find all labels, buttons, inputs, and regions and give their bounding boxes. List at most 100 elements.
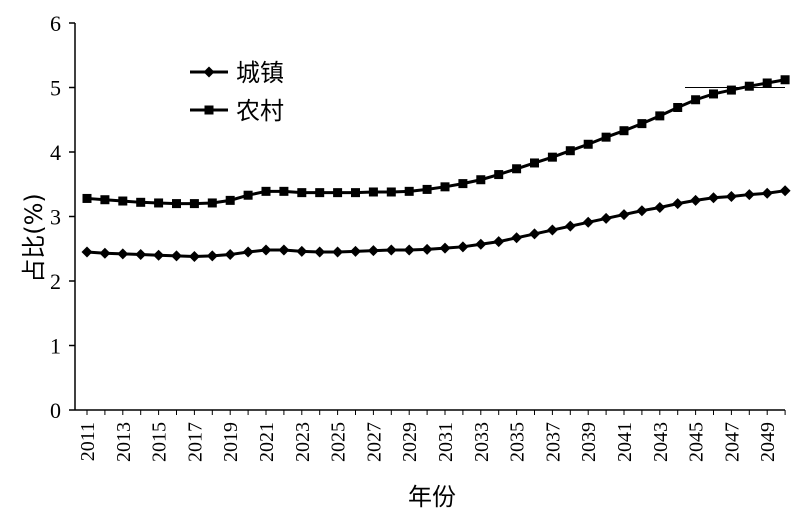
x-axis-ticks: 2011 2013 2015 2017 2019 2021 2023 2025 2027 2029… (77, 410, 786, 462)
legend-marker (203, 66, 215, 78)
series-line (86, 78, 786, 206)
x-tick-label: 2041 (614, 422, 636, 462)
diamond-marker (654, 201, 666, 213)
diamond-marker (81, 246, 93, 258)
square-marker (189, 199, 199, 209)
square-marker (780, 75, 790, 85)
square-marker (762, 78, 772, 88)
diamond-marker (457, 241, 469, 253)
diamond-marker (636, 205, 648, 217)
y-tick-label: 1 (50, 334, 61, 359)
x-tick-label: 2049 (757, 422, 779, 462)
diamond-marker (260, 244, 272, 256)
diamond-marker (296, 245, 308, 257)
square-marker (368, 187, 378, 197)
diamond-marker (421, 243, 433, 255)
diamond-marker (690, 194, 702, 206)
square-marker (619, 126, 629, 136)
diamond-marker (725, 191, 737, 203)
diamond-marker (224, 249, 236, 261)
diamond-marker (135, 249, 147, 261)
diamond-marker (332, 246, 344, 258)
square-marker (154, 198, 164, 208)
x-tick-label: 2011 (77, 422, 99, 461)
square-marker (100, 195, 110, 205)
x-axis-title: 年份 (408, 483, 456, 511)
x-tick-label: 2035 (507, 422, 529, 462)
diamond-marker (314, 246, 326, 258)
square-marker (458, 179, 468, 189)
diamond-marker (278, 244, 290, 256)
x-tick-label: 2023 (292, 422, 314, 462)
diamond-marker (350, 245, 361, 257)
square-marker (565, 146, 575, 156)
x-tick-label: 2039 (578, 422, 600, 462)
diamond-marker (743, 189, 755, 201)
square-marker (512, 164, 522, 174)
diamond-marker (582, 216, 594, 228)
square-marker (655, 111, 665, 121)
square-marker (583, 139, 593, 149)
square-marker (547, 152, 557, 162)
legend-marker (204, 105, 214, 115)
diamond-marker (385, 244, 397, 256)
diamond-marker (475, 238, 487, 250)
axes (74, 23, 785, 411)
square-marker (476, 175, 486, 185)
x-tick-label: 2019 (220, 422, 242, 462)
square-marker (118, 196, 128, 206)
diamond-marker (439, 242, 451, 254)
diamond-marker (564, 220, 576, 232)
x-tick-label: 2029 (399, 422, 421, 462)
series-line (86, 189, 786, 258)
square-marker (243, 190, 253, 200)
y-tick-label: 0 (50, 398, 61, 423)
diamond-marker (242, 246, 254, 258)
square-marker (279, 186, 289, 196)
series-urban (81, 185, 791, 262)
legend-item: 农村 (190, 97, 284, 125)
diamond-marker (708, 192, 719, 204)
x-tick-label: 2013 (113, 422, 135, 462)
diamond-marker (672, 198, 684, 210)
legend-label: 农村 (236, 97, 284, 125)
y-tick-label: 4 (50, 140, 61, 165)
square-marker (530, 158, 539, 168)
diamond-marker (403, 244, 415, 256)
diamond-marker (779, 185, 791, 197)
square-marker (691, 95, 701, 105)
x-tick-label: 2037 (542, 422, 564, 462)
series-rural (82, 75, 790, 209)
diamond-marker (206, 250, 218, 262)
series-layer (81, 75, 791, 262)
square-marker (601, 132, 611, 142)
diamond-marker (367, 245, 379, 257)
y-tick-label: 3 (50, 205, 61, 230)
diamond-marker (117, 248, 129, 260)
square-marker (744, 81, 754, 91)
square-marker (494, 170, 504, 180)
x-tick-label: 2015 (149, 422, 171, 462)
legend-label: 城镇 (236, 59, 284, 87)
square-marker (422, 184, 432, 194)
x-tick-label: 2047 (721, 422, 743, 462)
square-marker (82, 193, 92, 203)
diamond-marker (600, 212, 612, 224)
square-marker (333, 188, 343, 198)
diamond-marker (529, 228, 540, 240)
x-tick-label: 2031 (435, 422, 457, 462)
square-marker (404, 186, 414, 196)
y-tick-label: 5 (50, 76, 61, 101)
x-tick-label: 2027 (363, 422, 385, 462)
square-marker (637, 119, 647, 129)
square-marker (351, 188, 360, 198)
square-marker (386, 187, 396, 197)
diamond-marker (171, 250, 182, 262)
square-marker (726, 85, 736, 95)
diamond-marker (546, 224, 558, 236)
x-tick-label: 2045 (686, 422, 708, 462)
square-marker (673, 102, 683, 112)
square-marker (297, 188, 307, 198)
